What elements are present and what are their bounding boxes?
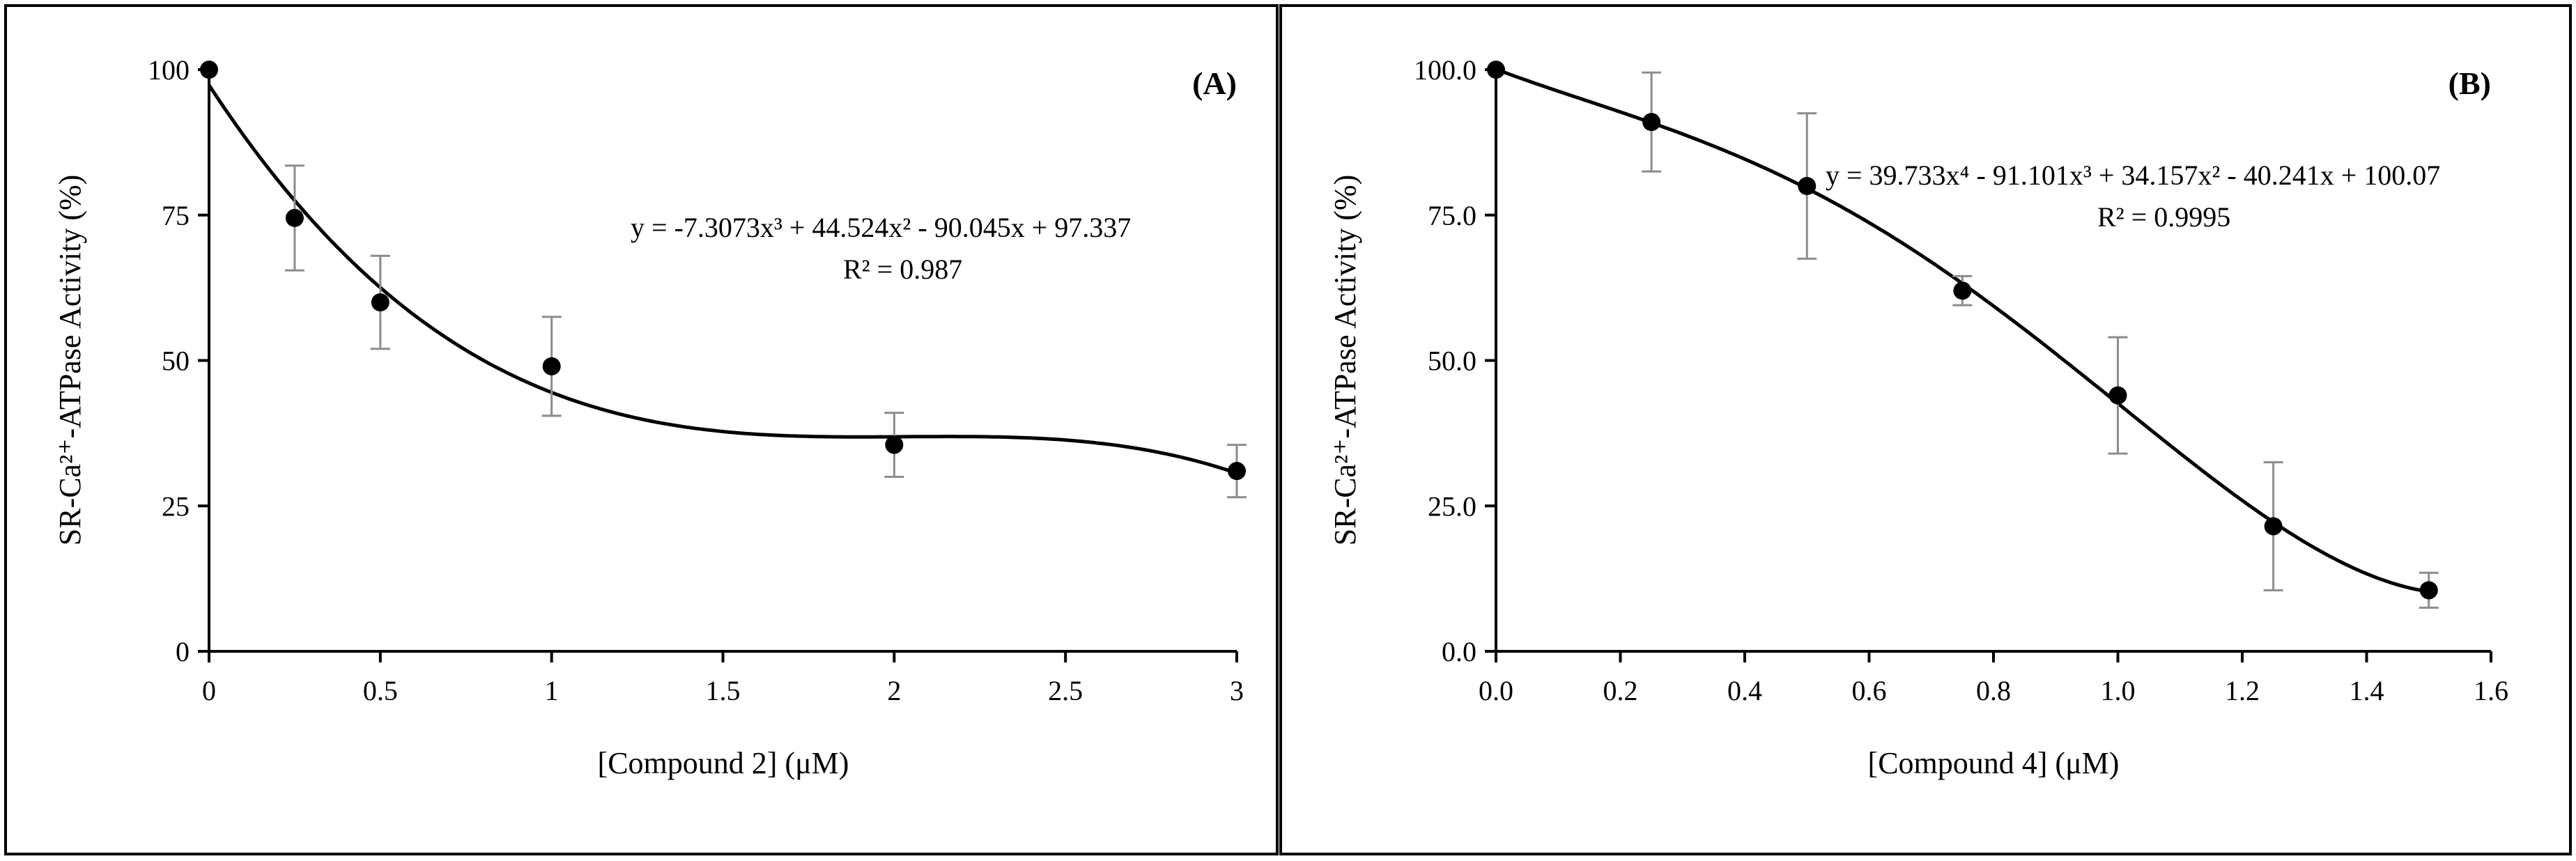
chart-a-x-tick-label: 2.5 [1048, 675, 1083, 706]
chart-a-data-point [200, 61, 218, 79]
chart-b-x-label: [Compound 4] (μM) [1868, 746, 2120, 780]
chart-a-y-tick-label: 0 [176, 636, 190, 667]
chart-b-x-tick-label: 0.8 [1976, 675, 2011, 706]
chart-b-data-point [1798, 177, 1817, 195]
chart-b-panel-label: (B) [2448, 65, 2491, 101]
chart-b-y-tick-label: 50.0 [1428, 346, 1476, 377]
chart-b-r2: R² = 0.9995 [2097, 201, 2230, 233]
chart-b-y-label: SR-Ca²⁺-ATPase Activity (%) [1328, 175, 1362, 546]
chart-a-x-tick-label: 3 [1230, 675, 1244, 706]
chart-b-x-tick-label: 1.2 [2225, 675, 2260, 706]
chart-a-data-point [885, 435, 904, 454]
chart-a-x-tick-label: 2 [887, 675, 901, 706]
chart-a-x-tick-label: 1.5 [706, 675, 741, 706]
chart-b: 0.0 25.0 50.0 75.0 100.0 0.0 0.2 0.4 0.6 0.8 1.0 1.… [1328, 54, 2508, 780]
chart-a-panel-label: (A) [1192, 65, 1237, 101]
chart-a-x-tick-label: 1 [545, 675, 559, 706]
chart-b-data-point [1642, 113, 1661, 132]
chart-a-x-tick-label: 0 [202, 675, 216, 706]
chart-a-x-label: [Compound 2] (μM) [598, 746, 849, 780]
chart-a-r2: R² = 0.987 [843, 254, 962, 285]
chart-a-data-point [371, 293, 390, 311]
chart-a-equation: y = -7.3073x³ + 44.524x² - 90.045x + 97.… [631, 212, 1131, 243]
chart-b-x-tick-label: 0.0 [1479, 675, 1513, 706]
panel-a-frame [4, 4, 1279, 855]
chart-a: 0 25 50 75 100 0 0.5 1 1.5 2 2.5 3 (A) y = -7.3073x… [53, 54, 1247, 780]
chart-a-x-tick-label: 0.5 [363, 675, 398, 706]
chart-a-y-label: SR-Ca²⁺-ATPase Activity (%) [53, 175, 87, 546]
chart-a-y-tick-label: 100 [148, 54, 190, 86]
chart-b-data-point [2108, 386, 2127, 405]
chart-b-data-point [1953, 281, 1972, 300]
chart-b-y-tick-label: 0.0 [1442, 636, 1476, 667]
panel-b-frame [1279, 4, 2572, 855]
chart-b-x-tick-label: 0.6 [1852, 675, 1887, 706]
chart-b-y-tick-label: 75.0 [1428, 200, 1476, 231]
chart-b-x-tick-label: 0.4 [1727, 675, 1762, 706]
chart-b-data-point [2264, 517, 2283, 536]
chart-b-y-tick-label: 100.0 [1414, 54, 1476, 86]
chart-b-x-tick-label: 0.2 [1603, 675, 1638, 706]
chart-b-x-tick-label: 1.6 [2474, 675, 2508, 706]
chart-b-x-tick-label: 1.0 [2101, 675, 2136, 706]
chart-a-y-tick-label: 25 [162, 490, 190, 522]
chart-a-y-tick-label: 50 [162, 346, 190, 377]
chart-b-y-tick-label: 25.0 [1428, 490, 1476, 522]
chart-a-data-point [542, 357, 561, 375]
chart-b-equation: y = 39.733x⁴ - 91.101x³ + 34.157x² - 40.… [1826, 160, 2440, 191]
chart-b-x-tick-label: 1.4 [2350, 675, 2384, 706]
chart-b-data-point [1487, 61, 1505, 79]
chart-b-data-point [2419, 581, 2438, 600]
chart-a-data-point [285, 208, 304, 227]
chart-a-y-tick-label: 75 [162, 200, 190, 231]
chart-a-data-point [1228, 462, 1246, 481]
